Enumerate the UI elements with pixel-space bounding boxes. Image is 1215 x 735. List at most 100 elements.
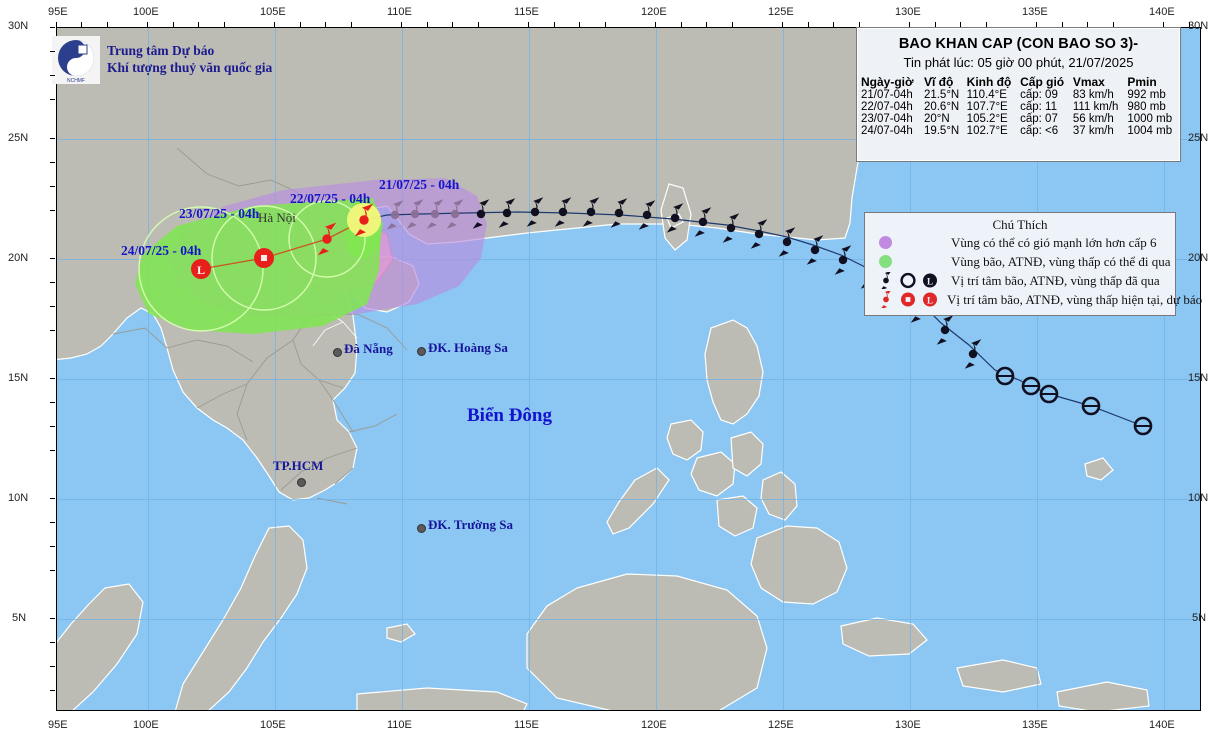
graticule-line bbox=[783, 28, 784, 710]
cell-datetime: 24/07-04h bbox=[861, 125, 913, 137]
city-dot-hoangsa bbox=[417, 347, 426, 356]
cell-latitude: 21.5°N bbox=[923, 89, 960, 101]
legend-symbol-group: L bbox=[877, 272, 951, 289]
axis-tick bbox=[107, 22, 108, 27]
axis-label-lon-top: 140E bbox=[1149, 6, 1175, 18]
col-latitude: Vĩ độ bbox=[923, 75, 954, 89]
axis-label-lat-left: 20N bbox=[8, 252, 29, 264]
axis-label-lat-left: 25N bbox=[8, 132, 29, 144]
axis-tick bbox=[224, 22, 225, 27]
axis-tick bbox=[579, 22, 580, 27]
legend-label: Vị trí tâm bão, ATNĐ, vùng thấp hiện tại… bbox=[947, 291, 1203, 307]
axis-tick bbox=[50, 162, 55, 163]
legend-item-past-positions: L Vị trí tâm bão, ATNĐ, vùng thấp đã qua bbox=[865, 271, 1175, 290]
axis-label-lat-right: 30N bbox=[1188, 20, 1209, 32]
graticule-line bbox=[529, 28, 530, 710]
axis-label-lon-bottom: 125E bbox=[768, 719, 794, 731]
cell-windlevel: cấp: 11 bbox=[1020, 101, 1057, 113]
axis-tick bbox=[50, 690, 55, 691]
basemap-svg bbox=[57, 28, 1150, 710]
axis-label-lon-top: 105E bbox=[260, 6, 286, 18]
forecast-marker-24: L bbox=[191, 259, 211, 279]
axis-tick bbox=[50, 27, 55, 28]
svg-text:L: L bbox=[927, 296, 933, 306]
axis-tick bbox=[50, 522, 55, 523]
axis-tick bbox=[478, 22, 479, 27]
axis-label-lon-bottom: 120E bbox=[641, 719, 667, 731]
axis-tick bbox=[1189, 22, 1190, 27]
axis-label-lon-top: 100E bbox=[133, 6, 159, 18]
axis-label-lat-right: 15N bbox=[1188, 372, 1209, 384]
current-position-marker bbox=[347, 203, 381, 237]
axis-tick bbox=[960, 22, 961, 27]
city-dot-danang bbox=[333, 348, 342, 357]
axis-label-lon-top: 135E bbox=[1022, 6, 1048, 18]
city-label-tphcm: TP.HCM bbox=[273, 458, 324, 473]
bulletin-issued-time: Tin phát lúc: 05 giờ 00 phút, 21/07/2025 bbox=[903, 55, 1134, 70]
graticule-line bbox=[57, 139, 1200, 140]
axis-tick bbox=[300, 22, 301, 27]
legend-item-storm-zone: Vùng bão, ATNĐ, vùng thấp có thể đi qua bbox=[865, 252, 1175, 271]
logo-line-2: Khí tượng thuỷ văn quốc gia bbox=[107, 60, 273, 75]
cell-pmin: 1004 mb bbox=[1127, 125, 1173, 137]
recent-storm-markers bbox=[386, 199, 464, 230]
table-row: 23/07-04h 20°N 105.2°E cấp: 07 56 km/h 1… bbox=[857, 113, 1180, 125]
axis-label-lon-top: 110E bbox=[387, 6, 412, 18]
graticule-line bbox=[57, 619, 1200, 620]
svg-text:L: L bbox=[197, 263, 205, 277]
col-vmax: Vmax bbox=[1072, 75, 1105, 89]
col-windlevel: Cấp gió bbox=[1020, 75, 1065, 89]
axis-tick bbox=[50, 618, 55, 619]
graticule-line bbox=[275, 28, 276, 710]
axis-tick bbox=[50, 498, 55, 499]
axis-tick bbox=[909, 22, 910, 27]
axis-label-lon-bottom: 110E bbox=[387, 719, 412, 731]
cell-windlevel: cấp: 07 bbox=[1020, 113, 1058, 125]
axis-tick bbox=[554, 22, 555, 27]
axis-tick bbox=[198, 22, 199, 27]
purple-dot-icon bbox=[879, 236, 892, 249]
legend-symbol-group bbox=[877, 236, 951, 249]
axis-tick bbox=[50, 75, 55, 76]
axis-tick bbox=[50, 210, 55, 211]
axis-tick bbox=[351, 22, 352, 27]
axis-label-lat-right: 10N bbox=[1188, 492, 1209, 504]
table-row: 22/07-04h 20.6°N 107.7°E cấp: 11 111 km/… bbox=[857, 101, 1180, 113]
axis-tick bbox=[808, 22, 809, 27]
graticule-line bbox=[57, 379, 1200, 380]
graticule-line bbox=[1037, 28, 1038, 710]
city-dot-truongsa bbox=[417, 524, 426, 533]
axis-tick bbox=[833, 22, 834, 27]
axis-label-lat-left: 5N bbox=[12, 612, 27, 624]
axis-tick bbox=[1087, 22, 1088, 27]
axis-tick bbox=[50, 450, 55, 451]
black-storm-symbols-icon: L bbox=[881, 272, 937, 289]
axis-tick bbox=[50, 378, 55, 379]
graticule-line bbox=[57, 499, 1200, 500]
cell-datetime: 23/07-04h bbox=[861, 113, 913, 125]
axis-label-lon-bottom: 135E bbox=[1022, 719, 1048, 731]
legend-label: Vùng bão, ATNĐ, vùng thấp có thể đi qua bbox=[951, 253, 1171, 269]
axis-tick bbox=[782, 22, 783, 27]
nchmf-emblem-text: NCHMF bbox=[67, 78, 85, 84]
table-header-row: Ngày-giờ Vĩ độ Kinh độ Cấp gió Vmax Pmin bbox=[857, 75, 1180, 89]
axis-tick bbox=[1163, 22, 1164, 27]
axis-tick bbox=[81, 22, 82, 27]
cell-latitude: 20.6°N bbox=[923, 101, 960, 113]
cell-latitude: 20°N bbox=[923, 113, 950, 125]
axis-label-lat-left: 10N bbox=[8, 492, 29, 504]
table-row: 21/07-04h 21.5°N 110.4°E cấp: 09 83 km/h… bbox=[857, 89, 1180, 101]
axis-label-lat-right: 20N bbox=[1188, 252, 1209, 264]
bulletin-title: BAO KHAN CAP (CON BAO SO 3)- bbox=[898, 36, 1139, 52]
axis-tick bbox=[986, 22, 987, 27]
sea-label-bien-dong: Biển Đông bbox=[467, 405, 552, 426]
nchmf-emblem-icon: NCHMF bbox=[52, 36, 100, 84]
legend-symbol-group bbox=[877, 255, 951, 268]
axis-tick bbox=[681, 22, 682, 27]
axis-label-lat-right: 5N bbox=[1192, 612, 1207, 624]
axis-label-lon-top: 95E bbox=[48, 6, 68, 18]
legend-label: Vùng có thể có gió mạnh lớn hơn cấp 6 bbox=[951, 234, 1157, 250]
axis-tick bbox=[50, 186, 55, 187]
axis-tick bbox=[173, 22, 174, 27]
